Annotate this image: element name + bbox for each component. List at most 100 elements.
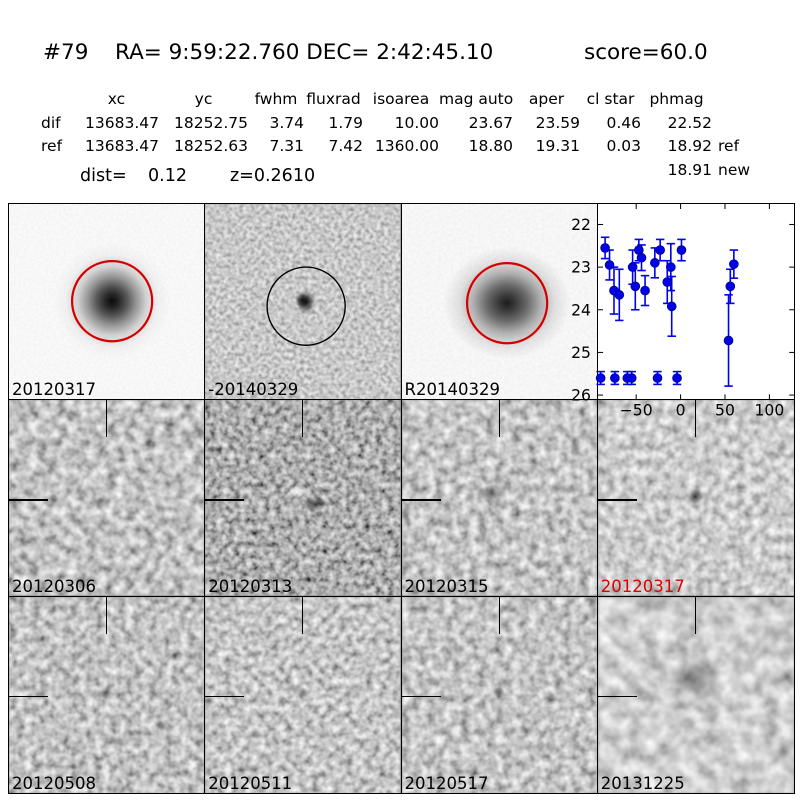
dif-fwhm: 3.74 — [269, 113, 304, 132]
x-tick-label: 100 — [754, 401, 784, 419]
data-point — [666, 301, 677, 312]
crosshair-tick-left — [597, 499, 637, 501]
ref-isoarea: 1360.00 — [374, 137, 439, 156]
ref-phmag: 18.92 — [667, 137, 712, 156]
col-header-mag-auto: mag auto — [439, 90, 514, 108]
data-point — [595, 373, 606, 383]
cutout-panel-20120313: 20120313 — [205, 400, 402, 597]
crosshair-tick-top — [302, 596, 304, 634]
dif-yc: 18252.75 — [174, 113, 248, 132]
dif-mag-auto: 23.67 — [468, 113, 513, 132]
row-label-dif: dif — [41, 113, 61, 132]
ref-xc: 13683.47 — [85, 137, 159, 156]
dif-phmag: 22.52 — [667, 113, 712, 132]
crosshair-tick-left — [401, 499, 441, 501]
data-point — [665, 262, 676, 272]
cutout-panel-20120511: 20120511 — [205, 596, 402, 793]
y-tick-label: 26 — [571, 387, 591, 405]
row-label-ref: ref — [41, 137, 63, 156]
feature-dipole — [301, 494, 330, 515]
cutout-date-label: 20120517 — [404, 773, 489, 793]
ref-mag-auto: 18.80 — [468, 137, 513, 156]
y-tick-label: 25 — [571, 344, 591, 362]
data-point — [614, 290, 624, 300]
cutout-panel-20120508: 20120508 — [9, 596, 206, 793]
corner-cell — [41, 88, 74, 112]
feature-point-source — [293, 291, 313, 310]
crosshair-tick-top — [695, 596, 697, 634]
cutout-date-label: -20140329 — [208, 380, 299, 400]
dif-suffix — [712, 112, 772, 136]
data-point — [626, 373, 637, 383]
aperture-circle — [70, 259, 154, 343]
dist-value: 0.12 — [148, 166, 187, 186]
dist-label: dist= — [80, 166, 127, 186]
x-tick-label: −50 — [619, 401, 652, 419]
redshift-value: z=0.2610 — [230, 166, 316, 186]
crosshair-tick-left — [205, 499, 245, 501]
ref-yc: 18252.63 — [174, 137, 248, 156]
data-point — [627, 262, 638, 272]
cutout-panel-20120317: 20120317 — [597, 400, 794, 597]
feature-faint-smudge-large — [663, 648, 728, 705]
cutout-date-label: 20120317 — [600, 576, 685, 596]
ref-cl-star: 0.03 — [606, 137, 641, 156]
photometry-table: xc yc fwhm fluxrad isoarea mag auto aper… — [41, 88, 772, 182]
ref-aper: 19.31 — [535, 137, 580, 156]
col-header-cl-star: cl star — [586, 90, 635, 108]
crosshair-tick-top — [498, 400, 500, 438]
score-value: score=60.0 — [584, 40, 708, 65]
cutout-date-label: 20131225 — [600, 773, 685, 793]
header-suffix — [712, 88, 772, 112]
col-header-fluxrad: fluxrad — [306, 90, 361, 108]
cutout-panel-20120315: 20120315 — [401, 400, 598, 597]
cutout-grid: 20120317 -20140329 R20140329 −50 0 50 100 22 23 2… — [8, 203, 795, 794]
data-point — [662, 277, 672, 287]
dif-xc: 13683.47 — [85, 113, 159, 132]
cutout-panel-20120517: 20120517 — [401, 596, 598, 793]
data-point — [649, 258, 660, 268]
ref-fwhm: 7.31 — [269, 137, 304, 156]
col-header-yc: yc — [194, 90, 213, 108]
crosshair-tick-left — [9, 499, 48, 501]
cutout-date-label: 20120508 — [12, 773, 96, 793]
dif-isoarea: 10.00 — [394, 113, 439, 132]
feature-faint-dot — [296, 685, 310, 699]
col-header-xc: xc — [107, 90, 126, 108]
cutout-panel-20131225: 20131225 — [597, 596, 794, 793]
coordinates: RA= 9:59:22.760 DEC= 2:42:45.10 — [115, 40, 494, 65]
cutout-panel-R20140329: R20140329 — [401, 204, 598, 401]
crosshair-tick-left — [205, 696, 245, 698]
data-point — [671, 373, 682, 383]
lightcurve-chart: −50 0 50 100 22 23 24 25 26 — [571, 204, 794, 419]
y-tick-label: 23 — [571, 259, 591, 277]
crosshair-tick-top — [695, 400, 697, 438]
cutout-date-label: 20120315 — [404, 576, 489, 596]
dif-fluxrad: 1.79 — [328, 113, 363, 132]
data-point — [636, 252, 647, 263]
source-blob — [37, 226, 187, 376]
source-blob — [421, 228, 592, 378]
feature-faint-dot — [492, 685, 506, 699]
data-point — [655, 245, 665, 255]
col-header-fwhm: fwhm — [254, 90, 298, 108]
crosshair-tick-left — [401, 696, 441, 698]
data-point — [600, 243, 610, 253]
data-point — [676, 245, 687, 255]
col-header-aper: aper — [528, 90, 565, 108]
aperture-circle — [465, 261, 548, 345]
x-tick-label: 50 — [715, 401, 735, 419]
cutout-date-label: 20120511 — [208, 773, 293, 793]
x-tick-label: 0 — [675, 401, 685, 419]
crosshair-tick-left — [9, 696, 48, 698]
ref-fluxrad: 7.42 — [328, 137, 363, 156]
crosshair-tick-top — [106, 596, 108, 634]
lightcurve-panel: −50 0 50 100 22 23 24 25 26 — [571, 204, 794, 419]
dif-aper: 23.59 — [535, 113, 580, 132]
cutout-date-label: R20140329 — [404, 380, 500, 400]
data-point — [639, 285, 650, 296]
new-phmag: 18.91 — [667, 160, 712, 179]
crosshair-tick-top — [302, 400, 304, 438]
crosshair-tick-left — [597, 696, 637, 698]
y-tick-label: 24 — [571, 301, 591, 319]
